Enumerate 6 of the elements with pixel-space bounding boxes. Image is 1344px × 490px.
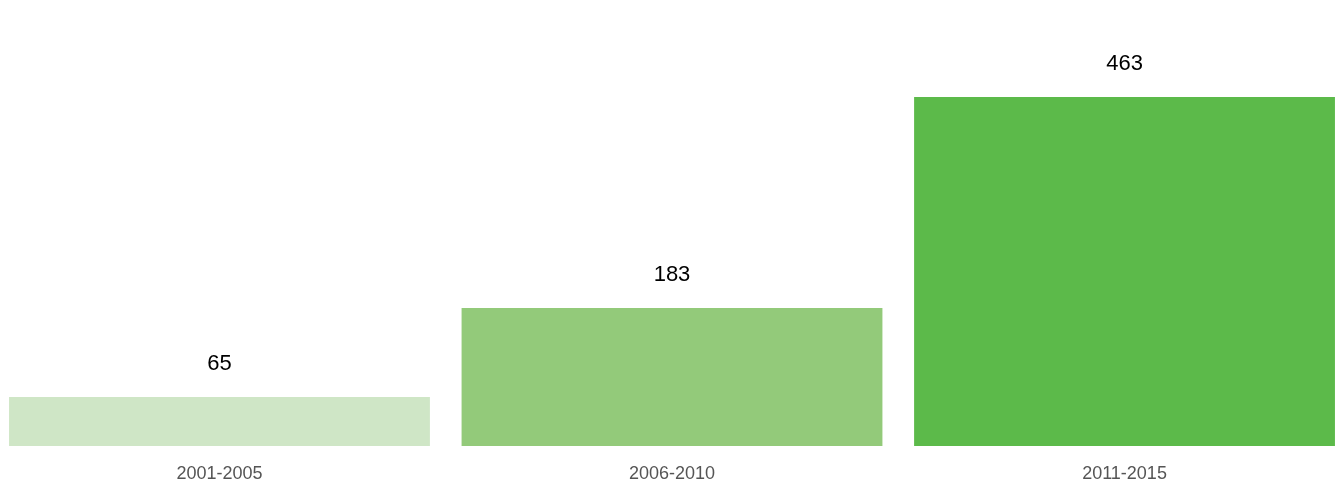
x-tick-label: 2001-2005 — [176, 462, 263, 483]
x-tick-label: 2006-2010 — [628, 462, 716, 483]
data-label: 65 — [207, 350, 232, 375]
data-label: 463 — [1106, 50, 1143, 75]
x-tick-label: 2011-2015 — [1082, 462, 1167, 483]
data-label: 183 — [653, 261, 691, 287]
